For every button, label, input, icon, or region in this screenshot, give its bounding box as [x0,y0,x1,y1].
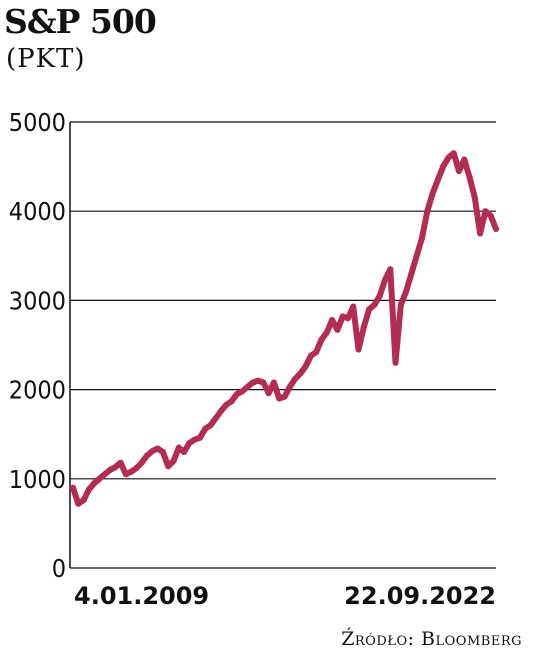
data-point [218,408,224,414]
data-point [487,212,494,219]
data-point [165,463,172,470]
data-point [450,150,457,157]
data-point [329,317,336,323]
data-point [244,383,251,390]
data-point [117,459,124,466]
y-tick-label: 4000 [9,197,66,226]
data-point [403,288,410,295]
data-point [413,252,420,259]
y-tick-label: 5000 [9,108,66,137]
data-point [318,336,325,343]
data-point [424,208,431,215]
chart-unit: (PKT) [6,44,86,74]
data-point [228,398,235,405]
data-point [466,174,473,181]
data-point [70,484,76,491]
data-point [440,163,447,170]
data-point [138,459,145,466]
data-point [101,471,108,478]
data-point [482,208,489,215]
data-point [223,401,230,408]
data-point [270,379,277,386]
data-point [382,276,388,283]
y-tick-label: 3000 [9,286,66,315]
data-point [144,452,150,459]
data-point [112,464,119,471]
data-point [202,425,209,432]
data-point [339,313,346,320]
x-tick-label: 4.01.2009 [74,582,209,610]
data-point [239,388,246,395]
data-point [334,326,341,333]
data-point [181,449,187,455]
data-point [429,190,436,197]
data-point [85,486,92,493]
data-point [149,448,156,455]
data-point [445,154,452,161]
data-point [170,458,177,464]
data-point [387,266,394,273]
data-point [493,226,499,232]
data-point [286,383,293,390]
data-point [281,393,288,400]
chart-title: S&P 500 [4,2,157,41]
data-point [350,303,357,310]
series-line [70,150,499,507]
data-point [371,301,378,308]
data-point [249,379,256,386]
data-point [477,230,484,237]
data-point [196,434,203,441]
data-point [75,500,82,507]
data-point [292,375,299,382]
x-tick-label: 22.09.2022 [344,582,496,610]
data-point [408,270,415,277]
data-point [461,156,468,163]
data-point [91,480,98,487]
data-point [175,444,182,451]
y-tick-label: 0 [52,554,66,583]
data-point [376,292,383,299]
data-point [323,329,330,336]
data-point [133,465,140,472]
data-point [265,390,272,397]
data-point [471,194,478,201]
data-point [80,497,87,504]
data-point [297,370,304,377]
data-point [154,445,161,452]
data-point [434,177,441,183]
data-point [307,352,314,359]
data-point [212,415,219,422]
data-point [276,395,283,402]
data-point [186,440,193,447]
chart-source: Źródło: Bloomberg [341,628,522,650]
y-tick-label: 2000 [9,376,66,405]
data-point [122,471,129,478]
data-point [366,306,373,313]
data-point [107,466,113,473]
data-point [419,235,425,241]
data-point [302,363,309,370]
data-point [355,346,362,353]
data-point [159,449,166,455]
data-point [313,349,320,356]
y-tick-label: 1000 [9,465,66,494]
data-point [128,468,135,475]
data-point [233,391,240,398]
data-point [360,324,367,331]
data-point [96,475,103,482]
data-point [255,377,262,384]
data-point [344,315,351,322]
data-point [397,301,404,308]
data-point [260,379,267,386]
data-point [207,422,214,429]
data-point [392,359,399,366]
data-point [191,436,198,443]
data-point [456,168,462,175]
